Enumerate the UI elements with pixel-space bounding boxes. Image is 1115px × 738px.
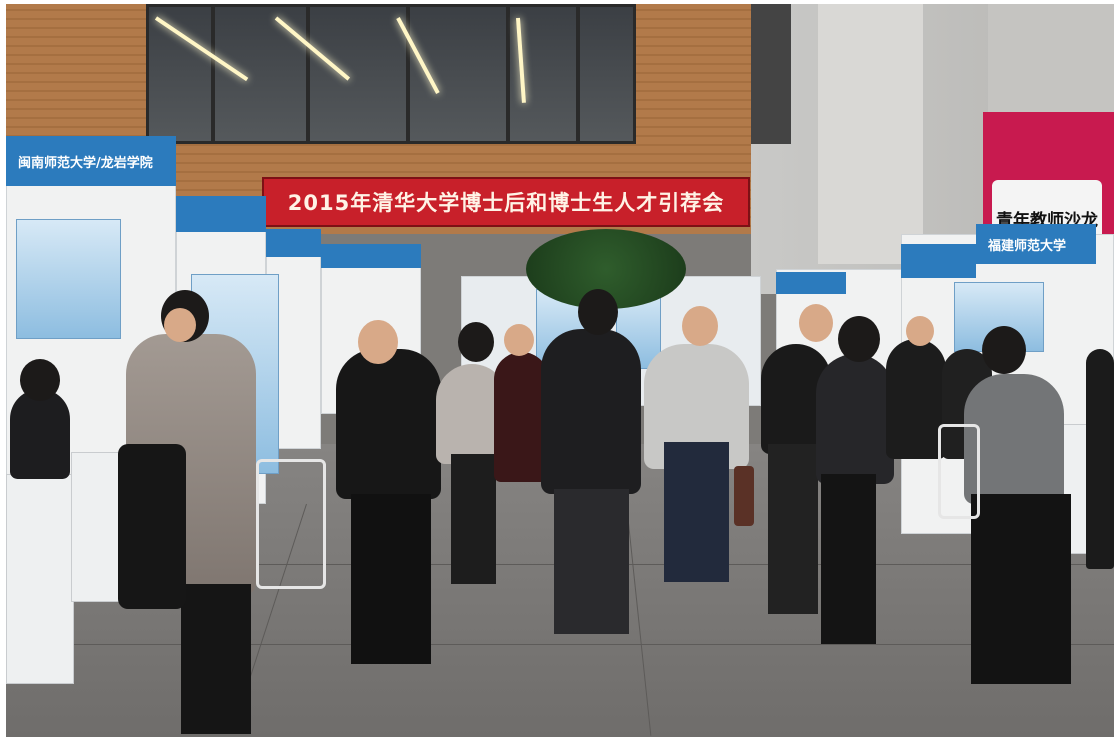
booth-sign-right: 福建师范大学	[976, 224, 1096, 264]
person-face	[164, 308, 196, 342]
folding-chair	[256, 459, 326, 589]
person-leather-jacket	[336, 349, 441, 499]
booth-sign-left: 闽南师范大学/龙岩学院	[6, 136, 176, 186]
person-black-puffer	[816, 354, 894, 484]
person-head	[578, 289, 618, 335]
person-face	[799, 304, 833, 342]
person-legs	[451, 454, 496, 584]
person-seated	[10, 389, 70, 479]
window-mullion	[576, 4, 580, 144]
booth-sign	[321, 244, 421, 268]
person-head	[458, 322, 494, 362]
floor-tile-line	[6, 644, 1114, 645]
person-background	[886, 339, 946, 459]
person-legs	[181, 584, 251, 734]
person-face	[906, 316, 934, 346]
person-head	[20, 359, 60, 401]
window-mullion	[506, 4, 510, 144]
folding-chair	[938, 424, 980, 519]
event-banner: 2015年清华大学博士后和博士生人才引荐会	[262, 177, 750, 227]
person-face	[504, 324, 534, 356]
pillar	[818, 4, 923, 264]
handbag	[734, 466, 754, 526]
booth-sign	[901, 244, 976, 278]
dark-opening	[751, 4, 791, 144]
person-face	[358, 320, 398, 364]
booth-sign	[776, 272, 846, 294]
window-mullion	[306, 4, 310, 144]
booth-sign	[176, 196, 266, 232]
pillar	[988, 4, 1114, 119]
person-legs	[554, 489, 629, 634]
booth-table	[6, 474, 74, 684]
person-head	[838, 316, 880, 362]
window-mullion	[211, 4, 215, 144]
handbag	[118, 444, 186, 609]
person-legs	[821, 474, 876, 644]
booth-sign	[266, 229, 321, 257]
person-legs	[664, 442, 729, 582]
booth-poster	[16, 219, 121, 339]
person-grey-sweater	[964, 374, 1064, 504]
person-head	[982, 326, 1026, 374]
person-woman-red	[494, 352, 549, 482]
photo-frame: 2015年清华大学博士后和博士生人才引荐会 青年教师沙龙 闽南师范大学/龙岩学院…	[6, 4, 1114, 737]
glass-window	[146, 4, 636, 144]
window-mullion	[406, 4, 410, 144]
person-edge	[1086, 349, 1114, 569]
person-face	[682, 306, 718, 346]
person-legs	[351, 494, 431, 664]
person-black-coat	[541, 329, 641, 494]
person-legs	[971, 494, 1071, 684]
person-legs	[768, 444, 818, 614]
